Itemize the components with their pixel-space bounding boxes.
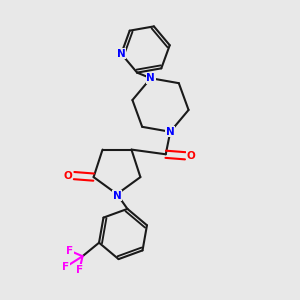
Text: F: F — [76, 265, 83, 275]
Text: F: F — [66, 246, 74, 256]
Text: O: O — [63, 171, 72, 181]
Text: N: N — [117, 49, 126, 59]
Text: O: O — [187, 151, 196, 161]
Text: N: N — [112, 190, 122, 201]
Text: N: N — [146, 73, 155, 83]
Text: F: F — [62, 262, 70, 272]
Text: N: N — [166, 127, 175, 137]
